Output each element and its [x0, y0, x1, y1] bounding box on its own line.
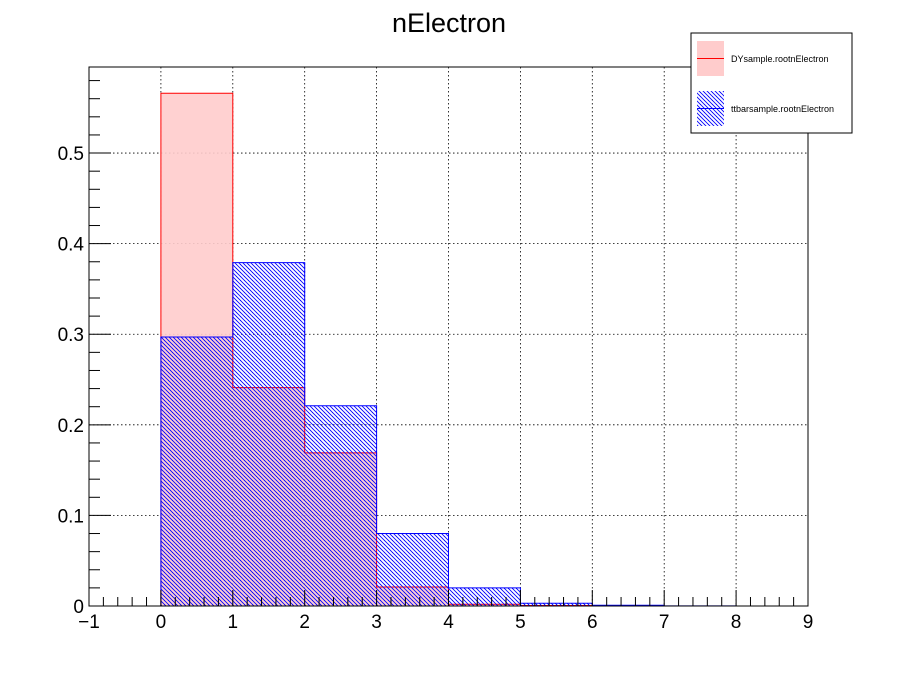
x-tick-label: 2	[299, 612, 310, 633]
y-tick-label: 0.1	[58, 506, 84, 527]
axis-ticks	[88, 80, 809, 607]
x-tick-label: 9	[803, 612, 814, 633]
legend-label-ttbar: ttbarsample.rootnElectron	[731, 104, 834, 114]
x-tick-label: 4	[443, 612, 454, 633]
y-tick-label: 0.4	[58, 235, 85, 256]
ttbar-series-bars	[160, 262, 808, 607]
legend-label-dy: DYsample.rootnElectron	[731, 54, 829, 64]
histogram-bar	[376, 533, 449, 606]
x-tick-label: 5	[515, 612, 526, 633]
y-tick-label: 0.3	[58, 325, 84, 346]
x-tick-label: 3	[371, 612, 382, 633]
x-tick-label: 0	[156, 612, 167, 633]
histogram-bar	[160, 336, 233, 606]
histogram-bar	[232, 262, 305, 606]
x-tick-label: 6	[587, 612, 598, 633]
x-tick-labels: −1 0 1 2 3 4 5 6 7 8 9	[78, 612, 813, 633]
x-tick-label: 8	[731, 612, 742, 633]
x-tick-label: 1	[228, 612, 239, 633]
histogram-bar	[520, 603, 593, 606]
y-tick-labels: 0 0.1 0.2 0.3 0.4 0.5	[58, 144, 85, 618]
y-tick-label: 0.2	[58, 416, 84, 437]
y-tick-label: 0.5	[58, 144, 84, 165]
chart-title: nElectron	[392, 8, 506, 38]
histogram-bar	[448, 587, 521, 606]
y-tick-label: 0	[73, 597, 84, 618]
histogram-bar	[304, 405, 377, 606]
x-tick-label: −1	[78, 612, 100, 633]
legend: DYsample.rootnElectron ttbarsample.rootn…	[690, 32, 853, 134]
x-tick-label: 7	[659, 612, 670, 633]
